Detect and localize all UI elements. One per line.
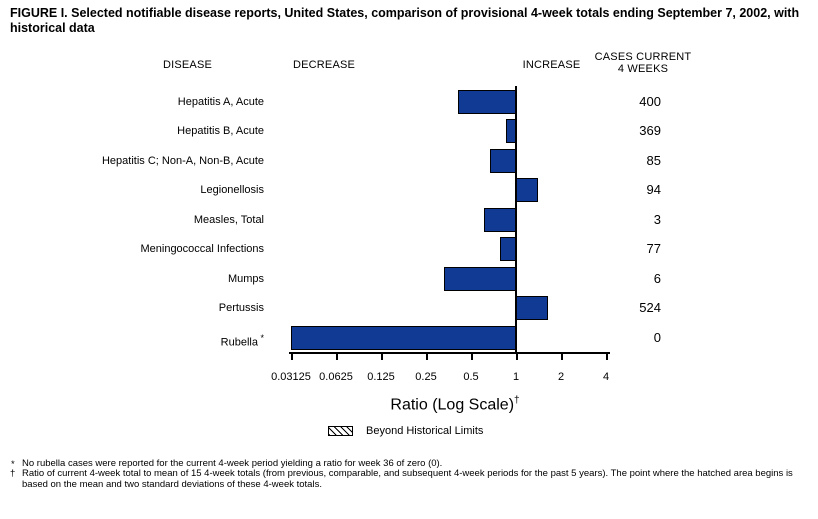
disease-label: Measles, Total xyxy=(193,213,264,226)
cases-current-value: 6 xyxy=(653,270,661,286)
column-header-disease: DISEASE xyxy=(162,59,213,71)
cases-current-value: 94 xyxy=(646,182,661,197)
axis-tick xyxy=(381,354,383,360)
axis-tick-label: 0.03125 xyxy=(271,371,311,383)
x-axis-title: Ratio (Log Scale)† xyxy=(330,395,580,414)
ratio-bar xyxy=(483,207,516,232)
cases-current-value: 0 xyxy=(653,329,661,345)
column-header-increase: INCREASE xyxy=(522,59,581,71)
axis-tick-label: 0.5 xyxy=(463,371,479,383)
column-header-decrease: DECREASE xyxy=(292,59,356,71)
cases-current-value: 3 xyxy=(653,211,661,227)
ratio-bar xyxy=(291,325,516,350)
legend-hatch-swatch xyxy=(328,426,353,436)
axis-tick xyxy=(606,354,608,360)
disease-label: Hepatitis C; Non-A, Non-B, Acute xyxy=(101,154,264,167)
ratio-bar xyxy=(516,178,539,202)
x-axis-title-dagger: † xyxy=(514,395,520,406)
figure-title: FIGURE I. Selected notifiable disease re… xyxy=(10,6,800,35)
axis-tick xyxy=(561,354,563,360)
ratio-bar xyxy=(499,237,516,261)
ratio-bar xyxy=(516,296,548,320)
ratio-bar xyxy=(444,266,516,291)
ratio-bar xyxy=(458,89,516,114)
footnote-asterisk-text: No rubella cases were reported for the c… xyxy=(22,458,443,469)
axis-tick-label: 0.0625 xyxy=(319,371,353,383)
axis-tick-label: 0.125 xyxy=(367,371,395,383)
cases-current-value: 524 xyxy=(639,300,661,315)
column-header-cases-current-4-weeks: CASES CURRENT 4 WEEKS xyxy=(583,51,703,75)
axis-tick-label: 2 xyxy=(557,371,565,383)
axis-tick xyxy=(516,354,518,360)
cases-current-value: 400 xyxy=(639,93,661,109)
column-header-cases-line: CASES CURRENT xyxy=(594,51,692,63)
disease-label: Legionellosis xyxy=(200,184,264,196)
axis-tick-label: 4 xyxy=(602,371,610,383)
axis-tick xyxy=(291,354,293,360)
footnote-dagger-text: Ratio of current 4-week total to mean of… xyxy=(22,468,793,490)
disease-label: Hepatitis B, Acute xyxy=(177,125,264,137)
disease-footnote-marker: * xyxy=(257,332,264,343)
legend-label: Beyond Historical Limits xyxy=(366,425,484,437)
column-header-cases-line: 4 WEEKS xyxy=(617,62,669,75)
axis-tick-label: 0.25 xyxy=(415,371,437,383)
ratio-bar xyxy=(490,148,516,173)
disease-label: Meningococcal Infections xyxy=(140,243,264,255)
cases-current-value: 85 xyxy=(646,152,661,168)
axis-tick-label: 1 xyxy=(512,371,520,383)
cases-current-value: 77 xyxy=(646,241,661,256)
footnote-asterisk-marker: * xyxy=(11,459,15,470)
baseline-ratio-1-line xyxy=(515,86,517,353)
disease-label: Pertussis xyxy=(218,302,264,314)
disease-label: Rubella * xyxy=(220,332,264,349)
cases-current-value: 369 xyxy=(639,123,661,138)
axis-tick xyxy=(471,354,473,360)
axis-tick xyxy=(426,354,428,360)
x-axis-title-text: Ratio (Log Scale) xyxy=(390,396,515,414)
footnote-dagger-marker: † xyxy=(10,468,16,479)
x-axis-line xyxy=(289,352,610,354)
disease-label: Mumps xyxy=(227,272,264,285)
disease-label: Hepatitis A, Acute xyxy=(177,95,264,108)
axis-tick xyxy=(336,354,338,360)
